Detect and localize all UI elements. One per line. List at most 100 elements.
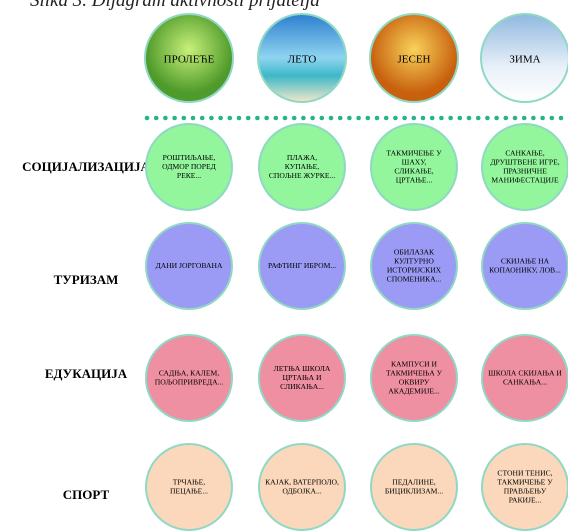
season-circle [369, 13, 459, 103]
activity-text: ЦРТАЊЕ... [396, 175, 433, 184]
activity-circle [258, 222, 346, 310]
activity-text: ТРЧАЊЕ, [173, 477, 206, 486]
activity-text: ОДМОР ПОРЕД [162, 162, 216, 171]
dot [383, 115, 389, 121]
dot [227, 115, 233, 121]
dot [457, 115, 463, 121]
activity-circle [145, 222, 233, 310]
activity-text: ТАКМИЧЕЊЕ У [386, 148, 442, 157]
dot [393, 115, 398, 121]
dot [181, 115, 187, 121]
activity-circle [481, 443, 568, 531]
activity-text: ПЕДАЛИНЕ, [392, 477, 436, 486]
caption: Slika 3. Dijagram aktivnosti prijatelja [30, 0, 320, 11]
dot [236, 115, 242, 121]
activity-text: ШКОЛА СКИЈАЊА И [488, 368, 562, 377]
activity-text: САНКАЊЕ, [505, 148, 544, 157]
dot [429, 115, 435, 121]
row-label: ТУРИЗАМ [54, 272, 119, 287]
row-label: ЕДУКАЦИЈА [45, 366, 128, 381]
dot [255, 115, 260, 121]
activity-circle [258, 443, 346, 531]
activity-text: РАФТИНГ ИБРОМ... [268, 261, 336, 270]
dot [558, 115, 564, 121]
dot [411, 115, 417, 121]
activity-circle [370, 123, 458, 211]
activity-circle [145, 123, 233, 211]
activity-text: ПЕЦАЊЕ... [170, 486, 208, 495]
activity-text: ТАКМИЧЕЊЕ У [497, 477, 553, 486]
activity-text: КАМПУСИ И [391, 359, 438, 368]
activity-circle [370, 222, 458, 310]
activity-text: ДАНИ ЈОРГОВАНА [156, 261, 223, 270]
dot [494, 115, 499, 121]
activity-text: САНКАЊА... [503, 377, 547, 386]
activity-circle [370, 443, 458, 531]
activity-text: СПОЉНЕ ЖУРКЕ... [269, 171, 335, 180]
activity-text: ЛЕТЊА ШКОЛА [274, 364, 331, 373]
dotted-separator [144, 115, 564, 121]
activity-text: ТАКМИЧЕЊА У [386, 368, 443, 377]
activity-text: ЦРТАЊА И [282, 373, 322, 382]
dot [199, 115, 205, 121]
dot [328, 115, 334, 121]
dot [245, 115, 251, 121]
activity-text: КОПАОНИКУ, ЛОВ... [489, 265, 561, 274]
dot [512, 115, 518, 121]
dot [420, 115, 426, 121]
dot [347, 115, 352, 121]
activity-circle [258, 123, 346, 211]
dot [540, 115, 545, 121]
dot [439, 115, 444, 121]
activity-text: ПЛАЖА, [287, 153, 317, 162]
dot [273, 115, 279, 121]
dot [374, 115, 380, 121]
activity-text: АКАДЕМИЈЕ... [388, 386, 439, 395]
activity-text: ИСТОРИЈСКИХ [387, 265, 442, 274]
activity-text: КУПАЊЕ, [285, 162, 320, 171]
activity-text: СПОМЕНИКА... [387, 274, 442, 283]
activity-text: СТОНИ ТЕНИС, [497, 468, 552, 477]
season-label: ПРОЛЕЋЕ [164, 54, 215, 66]
dot [264, 115, 269, 121]
dot [549, 115, 555, 121]
season-circle [480, 13, 568, 103]
dot [144, 115, 150, 121]
activity-text: КАЈАК, ВАТЕРПОЛО, [265, 477, 339, 486]
activity-text: КУЛТУРНО [394, 256, 434, 265]
dot [475, 115, 481, 121]
dot [163, 115, 168, 121]
activity-text: СЛИКАЊА... [280, 382, 324, 391]
dot [282, 115, 288, 121]
activity-circle [370, 334, 458, 422]
row-label: СОЦИЈАЛИЗАЦИЈА [22, 159, 150, 174]
activity-text: СЛИКАЊЕ, [394, 166, 433, 175]
activity-text: СКИЈАЊЕ НА [501, 256, 550, 265]
dot [319, 115, 325, 121]
dot [503, 115, 509, 121]
dot [365, 115, 371, 121]
dot [301, 115, 306, 121]
activity-circle [481, 123, 568, 211]
activity-text: БИЦИКЛИЗАМ... [385, 486, 443, 495]
dot [521, 115, 527, 121]
activity-circle [481, 334, 568, 422]
dot [310, 115, 315, 121]
dot [531, 115, 536, 121]
activity-circle [481, 222, 568, 310]
activity-text: РОШТИЉАЊЕ, [163, 153, 216, 162]
activity-text: САДЊА, КАЛЕМ, [159, 368, 219, 377]
dot [466, 115, 472, 121]
dot [172, 115, 177, 121]
dot [402, 115, 407, 121]
activity-text: МАНИФЕСТАЦИЈЕ [491, 175, 559, 184]
dot [356, 115, 361, 121]
dot [485, 115, 490, 121]
season-label: ЛЕТО [288, 54, 317, 66]
season-label: ЈЕСЕН [398, 54, 431, 66]
activity-circle [145, 443, 233, 531]
activity-text: ДРУШТВЕНЕ ИГРЕ, [490, 157, 559, 166]
activity-text: ОДБОЈКА... [282, 486, 321, 495]
dot [448, 115, 453, 121]
